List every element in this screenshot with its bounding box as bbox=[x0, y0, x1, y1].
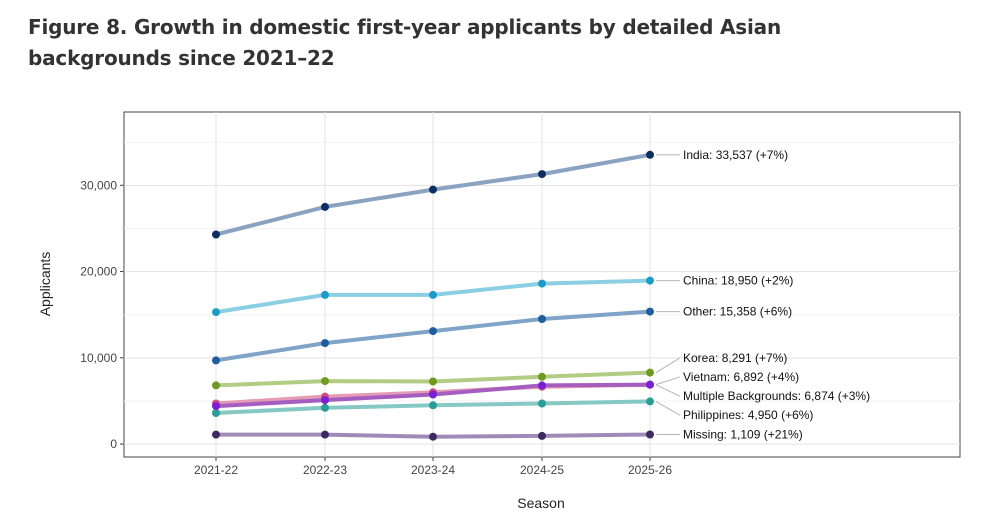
data-point-missing bbox=[646, 430, 654, 439]
series-india bbox=[212, 150, 654, 239]
series-china bbox=[212, 276, 654, 317]
leader-line-vietnam bbox=[655, 376, 681, 386]
data-point-missing bbox=[538, 431, 546, 440]
leader-line-korea bbox=[655, 357, 681, 374]
data-point-philippines bbox=[212, 409, 220, 417]
data-point-vietnam bbox=[212, 402, 220, 411]
data-point-korea bbox=[646, 368, 654, 377]
data-point-other bbox=[429, 327, 437, 336]
data-point-korea bbox=[538, 372, 546, 381]
data-point-korea bbox=[212, 381, 220, 390]
series-philippines bbox=[212, 397, 654, 417]
data-point-china bbox=[646, 276, 654, 285]
x-tick-label: 2021-22 bbox=[194, 463, 238, 477]
series-label-india: India: 33,537 (+7%) bbox=[683, 148, 788, 162]
data-point-philippines bbox=[429, 401, 437, 410]
data-point-other bbox=[212, 356, 220, 365]
x-tick-label: 2022-23 bbox=[303, 463, 347, 477]
data-point-korea bbox=[429, 377, 437, 386]
data-point-india bbox=[212, 230, 220, 239]
y-tick-label: 10,000 bbox=[80, 351, 117, 365]
data-point-vietnam bbox=[538, 381, 546, 390]
data-point-china bbox=[429, 290, 437, 299]
series-other bbox=[212, 307, 654, 365]
data-point-india bbox=[538, 170, 546, 179]
series-label-multiple-backgrounds: Multiple Backgrounds: 6,874 (+3%) bbox=[683, 389, 870, 403]
y-axis-title: Applicants bbox=[37, 252, 53, 317]
series-label-other: Other: 15,358 (+6%) bbox=[683, 305, 792, 319]
data-point-other bbox=[321, 339, 329, 348]
leader-line-multiple-backgrounds bbox=[655, 384, 681, 397]
x-axis: 2021-22 2022-23 2023-24 2024-25 2025-26 bbox=[194, 457, 672, 477]
y-tick-label: 30,000 bbox=[80, 178, 117, 192]
series-labels: Missing: 1,109 (+21%) Philippines: 4,950 … bbox=[655, 148, 870, 442]
data-point-india bbox=[429, 185, 437, 194]
data-point-other bbox=[646, 307, 654, 316]
data-point-vietnam bbox=[429, 390, 437, 399]
data-point-vietnam bbox=[321, 396, 329, 405]
series-label-china: China: 18,950 (+2%) bbox=[683, 274, 793, 288]
series-label-philippines: Philippines: 4,950 (+6%) bbox=[683, 408, 813, 422]
data-point-philippines bbox=[646, 397, 654, 406]
series-label-missing: Missing: 1,109 (+21%) bbox=[683, 428, 803, 442]
data-point-china bbox=[212, 308, 220, 317]
series-vietnam bbox=[212, 380, 654, 411]
x-tick-label: 2025-26 bbox=[628, 463, 672, 477]
data-point-missing bbox=[212, 430, 220, 439]
data-point-philippines bbox=[321, 403, 329, 412]
data-point-philippines bbox=[538, 399, 546, 408]
data-point-vietnam bbox=[646, 380, 654, 389]
series-label-korea: Korea: 8,291 (+7%) bbox=[683, 351, 787, 365]
x-tick-label: 2023-24 bbox=[411, 463, 455, 477]
data-point-missing bbox=[429, 432, 437, 441]
y-tick-label: 20,000 bbox=[80, 265, 117, 279]
series-label-vietnam: Vietnam: 6,892 (+4%) bbox=[683, 370, 799, 384]
leader-line-philippines bbox=[655, 400, 681, 416]
series-korea bbox=[212, 368, 654, 390]
y-axis: 0 10,000 20,000 30,000 bbox=[80, 178, 124, 451]
data-point-missing bbox=[321, 430, 329, 439]
x-axis-title: Season bbox=[517, 495, 564, 511]
data-point-india bbox=[321, 202, 329, 211]
data-point-china bbox=[538, 279, 546, 288]
data-point-other bbox=[538, 315, 546, 323]
data-point-india bbox=[646, 150, 654, 159]
data-point-china bbox=[321, 290, 329, 299]
chart-title: Figure 8. Growth in domestic first-year … bbox=[28, 15, 782, 70]
y-tick-label: 0 bbox=[110, 437, 117, 451]
series-missing bbox=[212, 430, 654, 441]
x-tick-label: 2024-25 bbox=[520, 463, 564, 477]
data-point-korea bbox=[321, 377, 329, 386]
series-group bbox=[212, 150, 654, 441]
